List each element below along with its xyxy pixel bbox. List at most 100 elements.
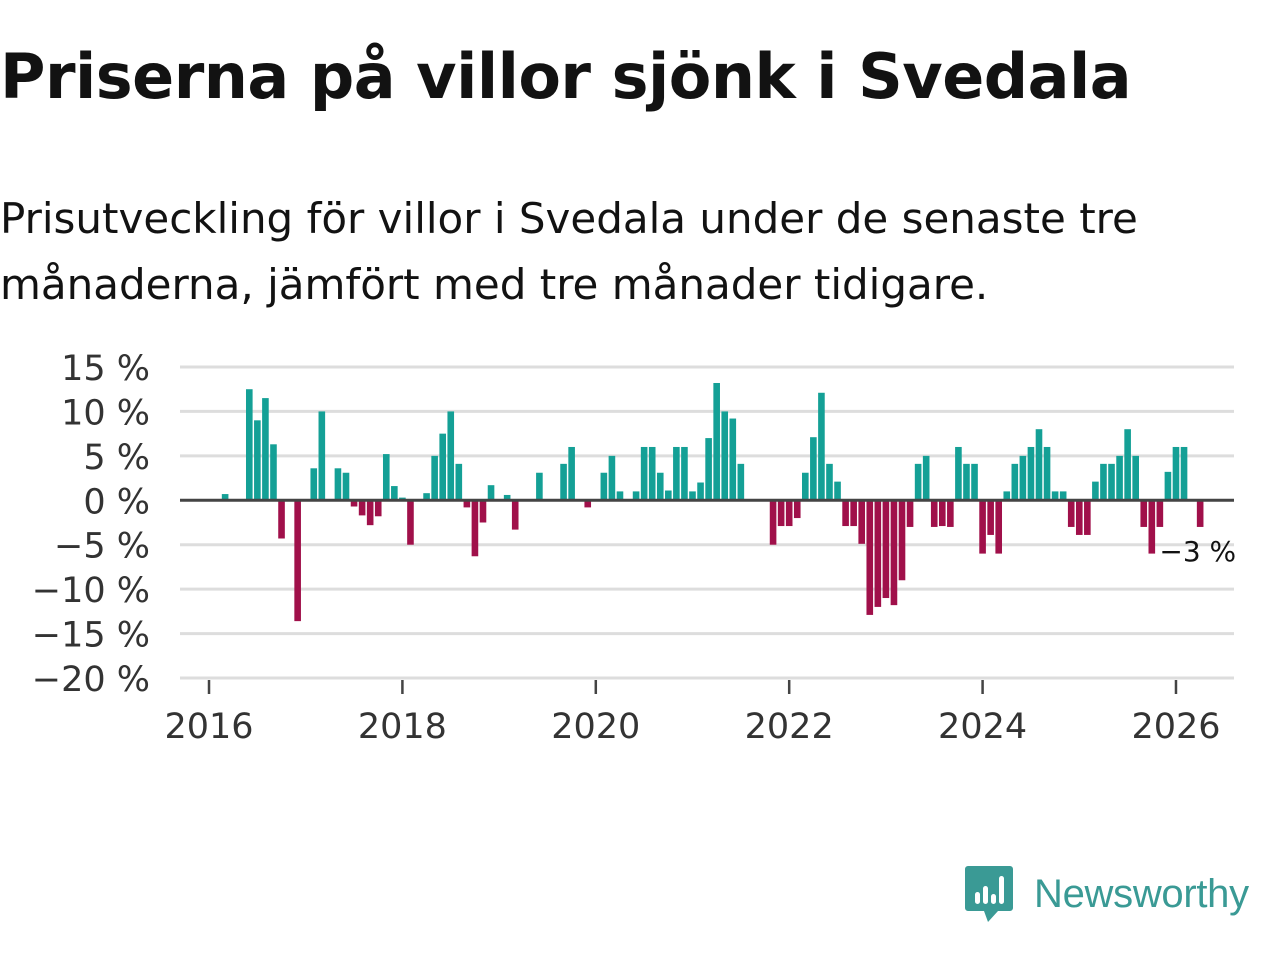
y-tick-label: −20 % [32, 660, 150, 700]
bar [947, 500, 954, 527]
bar [1003, 491, 1011, 501]
bar [560, 463, 567, 501]
bar [334, 468, 342, 501]
bar [1196, 500, 1204, 527]
bar [536, 472, 543, 501]
bar [681, 446, 688, 501]
bar [866, 500, 874, 615]
bar [1067, 500, 1075, 527]
value-annotation: −3 % [1159, 535, 1236, 568]
bar [1156, 500, 1164, 527]
bar [608, 455, 616, 501]
bar [1035, 429, 1043, 501]
chart-subtitle: Prisutveckling för villor i Svedala unde… [0, 194, 1138, 309]
bar [1148, 500, 1156, 554]
bar [310, 468, 318, 501]
bar [374, 500, 382, 517]
bar [262, 398, 269, 501]
bar [1132, 455, 1139, 501]
brand-logo[interactable]: Newsworthy [964, 864, 1249, 924]
bar [1075, 500, 1083, 535]
bar [568, 446, 575, 501]
bar [665, 490, 672, 501]
bar [955, 446, 962, 501]
bar [656, 472, 664, 501]
y-tick-label: −10 % [32, 571, 150, 611]
bar [1084, 500, 1091, 535]
bar [391, 486, 398, 501]
bar [245, 389, 253, 501]
bar [858, 500, 866, 544]
bar [584, 500, 592, 508]
bar [705, 438, 712, 501]
bar [471, 500, 479, 557]
bar [882, 500, 890, 599]
bar [455, 463, 463, 501]
bar [793, 500, 801, 519]
bar [278, 500, 285, 539]
bar [423, 493, 430, 501]
bar [503, 494, 511, 501]
bar [729, 418, 737, 501]
x-tick-label: 2024 [938, 707, 1027, 747]
bar [431, 455, 438, 501]
bar [463, 500, 471, 508]
bar [802, 472, 809, 501]
bar [689, 491, 696, 501]
bar [1164, 471, 1172, 501]
bar [826, 463, 833, 501]
bar [366, 500, 374, 526]
bar [938, 500, 946, 527]
bar [810, 437, 817, 501]
bar [971, 463, 978, 501]
x-tick-label: 2018 [358, 707, 447, 747]
bar [254, 420, 261, 501]
bar [890, 500, 898, 606]
bar [1180, 446, 1188, 501]
bar [1011, 463, 1019, 501]
bar [407, 500, 414, 545]
bar [930, 500, 938, 527]
bar [979, 500, 986, 554]
bar [294, 500, 301, 622]
bar [721, 411, 729, 501]
bar [616, 491, 624, 501]
bar [737, 463, 745, 501]
bar [600, 472, 608, 501]
bar [874, 500, 882, 607]
bar [1172, 446, 1180, 501]
bar [769, 500, 777, 545]
bar [1100, 463, 1107, 501]
y-tick-label: 5 % [83, 438, 150, 478]
bar [898, 500, 906, 581]
bar-chart: 15 %10 % 5 %0 % −5 %−10 % −15 %−20 % 2016 201… [32, 349, 1236, 747]
bar [1092, 481, 1099, 501]
bar [479, 500, 487, 523]
bar [987, 500, 994, 535]
bar [439, 433, 446, 501]
bar [697, 482, 704, 501]
bar [1059, 491, 1067, 501]
y-tick-label: 0 % [83, 482, 150, 522]
bar [632, 491, 640, 501]
bar [1019, 455, 1027, 501]
bar [1043, 446, 1051, 501]
bar [487, 485, 495, 501]
bar [818, 392, 825, 501]
bar [511, 500, 519, 530]
bar [777, 500, 785, 527]
bar [1051, 491, 1059, 501]
bar [995, 500, 1003, 554]
bar [842, 500, 849, 527]
y-tick-label: −15 % [32, 616, 150, 656]
bar [1108, 463, 1115, 501]
bar [850, 500, 857, 527]
bar [640, 446, 648, 501]
bar [648, 446, 656, 501]
x-tick-label: 2016 [164, 707, 253, 747]
bar [358, 500, 366, 516]
bar [318, 411, 326, 501]
y-tick-label: 15 % [61, 349, 150, 389]
bar [270, 444, 277, 501]
bar [1027, 446, 1035, 501]
